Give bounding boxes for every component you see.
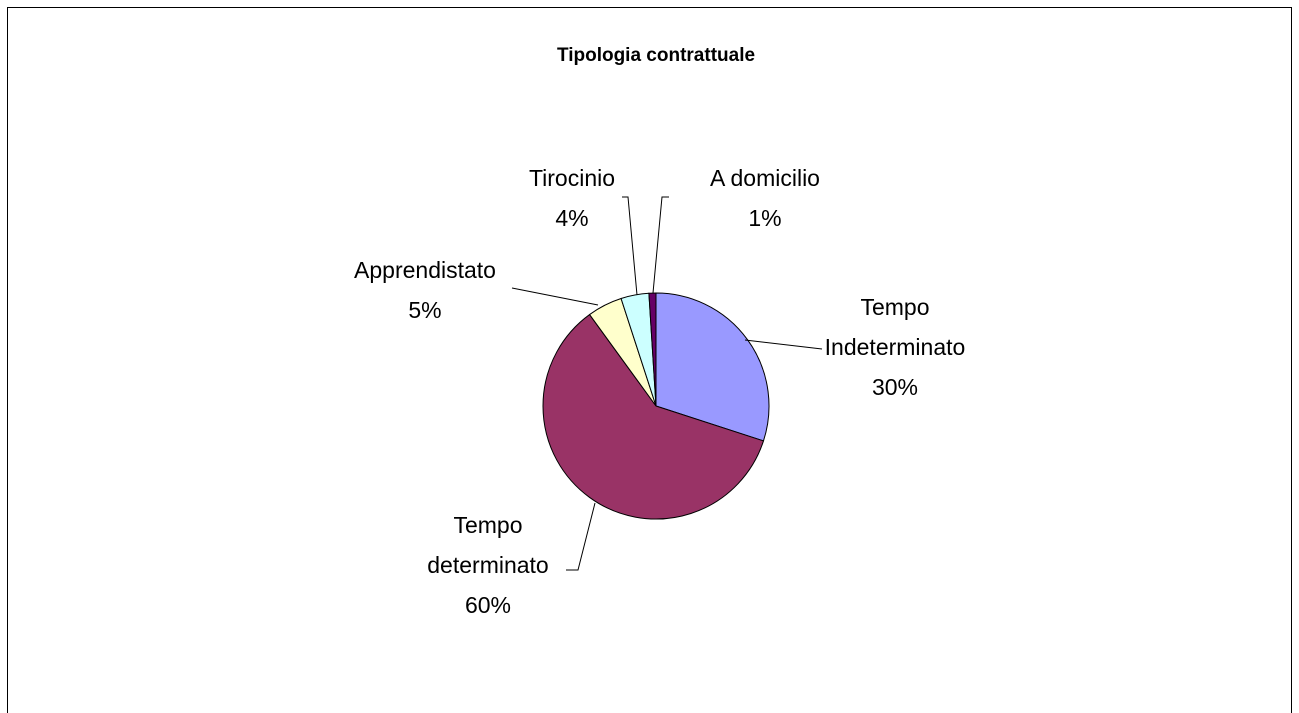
category-label: Tirocinio — [528, 165, 616, 191]
value-label: 5% — [408, 297, 442, 323]
leader-line — [566, 502, 596, 571]
value-label: 60% — [464, 592, 512, 618]
pie-slice — [655, 292, 770, 442]
value-label: 4% — [555, 205, 589, 231]
chart-title: Tipologia contrattuale — [557, 45, 755, 66]
pie-slice — [542, 313, 765, 520]
category-label: A domicilio — [710, 165, 820, 191]
category-label: Apprendistato — [354, 257, 496, 283]
leader-line — [652, 196, 669, 294]
slice-label: Tirocinio 4% — [480, 158, 664, 238]
slice-label: Tempo Indeterminato 30% — [810, 287, 980, 407]
slice-label: Tempo determinato 60% — [403, 505, 573, 625]
pie-slice — [648, 292, 657, 407]
leader-line — [511, 287, 599, 306]
category-label: Tempo Indeterminato — [824, 294, 966, 360]
leader-line — [622, 196, 638, 296]
slice-label: Apprendistato 5% — [300, 250, 550, 330]
category-label: Tempo determinato — [427, 512, 549, 578]
leader-line — [744, 339, 823, 350]
value-label: 30% — [871, 374, 919, 400]
slice-label: A domicilio 1% — [673, 158, 857, 238]
value-label: 1% — [748, 205, 782, 231]
